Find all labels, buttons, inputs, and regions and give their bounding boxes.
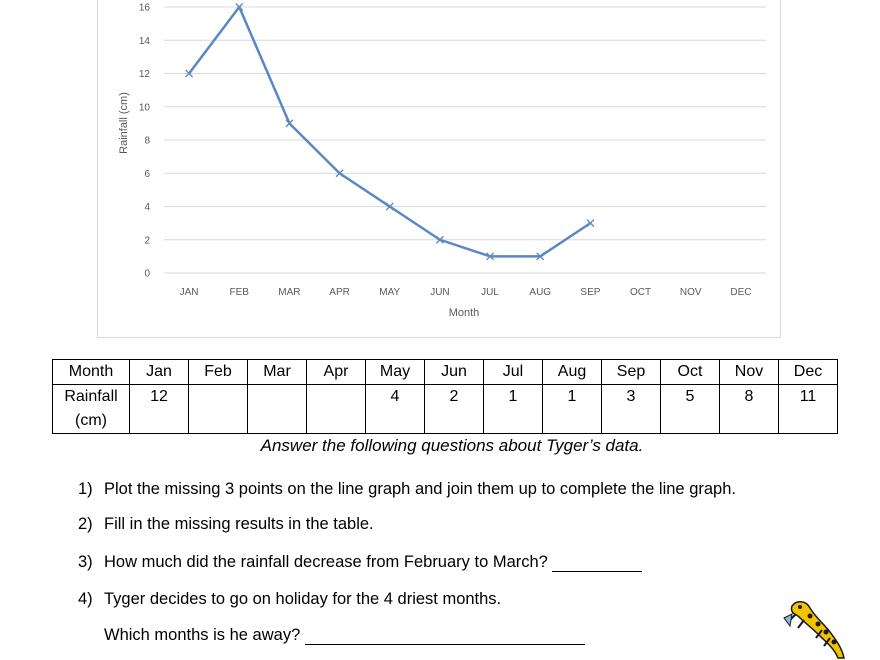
header-cell-mar: Mar	[247, 359, 307, 385]
answer-blank-3[interactable]	[552, 555, 643, 572]
x-tick-label: JUN	[430, 287, 449, 298]
gridlines	[164, 6, 766, 274]
data-point-marker	[185, 69, 194, 78]
rainfall-line	[188, 5, 592, 258]
question-text: Which months is he away?	[104, 626, 301, 644]
y-tick-label: 4	[144, 202, 150, 213]
question-4: 4) Tyger decides to go on holiday for the…	[78, 590, 501, 609]
table-value-row: Rainfall (cm) 12 4 2 1 1 3 5 8 11	[52, 384, 838, 434]
header-cell-may: May	[365, 359, 425, 385]
header-cell-feb: Feb	[188, 359, 248, 385]
y-axis-ticks: 0 2 4 6 8 10 12 14 16	[139, 3, 151, 280]
value-cell-jul: 1	[483, 384, 543, 434]
rainfall-label-line1: Rainfall	[64, 388, 118, 405]
header-cell-oct: Oct	[660, 359, 720, 385]
x-tick-label: DEC	[730, 287, 751, 298]
x-tick-label: NOV	[680, 287, 702, 298]
y-tick-label: 0	[144, 269, 150, 280]
table-header-row: Month Jan Feb Mar Apr May Jun Jul Aug Sep Oct Nov De…	[52, 359, 838, 385]
instructions-heading: Answer the following questions about Tyg…	[260, 436, 644, 455]
question-text: How much did the rainfall decrease from …	[104, 553, 548, 571]
question-number: 1)	[78, 480, 93, 498]
value-cell-feb[interactable]	[188, 384, 248, 434]
data-point-marker	[486, 252, 495, 261]
series-points	[185, 3, 595, 261]
value-cell-mar[interactable]	[247, 384, 307, 434]
value-cell-dec: 11	[778, 384, 838, 434]
value-cell-apr[interactable]	[306, 384, 366, 434]
header-cell-aug: Aug	[542, 359, 602, 385]
rainfall-table: Month Jan Feb Mar Apr May Jun Jul Aug Sep Oct Nov De…	[52, 359, 838, 434]
series-line	[188, 5, 592, 258]
y-tick-label: 12	[139, 69, 151, 80]
data-point-marker	[285, 119, 294, 128]
question-4-followup: Which months is he away?	[104, 626, 585, 645]
x-tick-label: MAY	[379, 287, 400, 298]
y-tick-label: 2	[144, 235, 150, 246]
line-chart-frame: 0 2 4 6 8 10 12 14 16 JAN FEB MAR APR MAY JUN JUL AUG SE…	[97, 0, 781, 338]
value-cell-sep: 3	[601, 384, 661, 434]
header-cell-jul: Jul	[483, 359, 543, 385]
data-point-marker	[586, 219, 595, 228]
rainfall-row-label: Rainfall (cm)	[52, 384, 130, 434]
y-axis-title: Rainfall (cm)	[118, 92, 130, 154]
header-cell-sep: Sep	[601, 359, 661, 385]
rainfall-label-line2: (cm)	[75, 412, 107, 429]
question-2: 2) Fill in the missing results in the tab…	[78, 515, 374, 534]
x-axis-ticks: JAN FEB MAR APR MAY JUN JUL AUG SEP OCT NOV DEC	[180, 287, 752, 298]
salamander-icon	[783, 601, 845, 659]
question-number: 2)	[78, 515, 93, 533]
data-point-marker	[235, 3, 244, 11]
header-cell-dec: Dec	[778, 359, 838, 385]
x-tick-label: JAN	[180, 287, 199, 298]
value-cell-nov: 8	[719, 384, 779, 434]
value-cell-aug: 1	[542, 384, 602, 434]
y-tick-label: 10	[139, 102, 151, 113]
question-1: 1) Plot the missing 3 points on the line …	[78, 480, 736, 499]
question-text: Tyger decides to go on holiday for the 4…	[104, 590, 502, 608]
data-point-marker	[385, 202, 394, 211]
question-text: Fill in the missing results in the table…	[104, 515, 374, 533]
value-cell-jun: 2	[424, 384, 484, 434]
x-tick-label: JUL	[481, 287, 499, 298]
y-tick-label: 6	[144, 169, 150, 180]
x-axis-title: Month	[449, 307, 480, 319]
x-tick-label: APR	[329, 287, 350, 298]
data-point-marker	[536, 252, 545, 261]
value-cell-oct: 5	[660, 384, 720, 434]
answer-blank-4[interactable]	[304, 628, 585, 645]
line-chart: 0 2 4 6 8 10 12 14 16 JAN FEB MAR APR MAY JUN JUL AUG SE…	[118, 3, 766, 319]
x-tick-label: SEP	[580, 287, 600, 298]
y-tick-label: 8	[144, 136, 150, 147]
x-tick-label: MAR	[278, 287, 300, 298]
header-cell-jan: Jan	[129, 359, 189, 385]
x-tick-label: FEB	[230, 287, 250, 298]
x-tick-label: AUG	[529, 287, 551, 298]
y-tick-label: 14	[139, 36, 151, 47]
data-point-marker	[335, 169, 344, 178]
question-number: 3)	[78, 553, 93, 571]
value-cell-may: 4	[365, 384, 425, 434]
header-cell-month: Month	[52, 359, 130, 385]
value-cell-jan: 12	[129, 384, 189, 434]
y-tick-label: 16	[139, 3, 151, 14]
header-cell-nov: Nov	[719, 359, 779, 385]
data-point-marker	[435, 235, 444, 244]
question-3: 3) How much did the rainfall decrease fro…	[78, 553, 643, 572]
header-cell-apr: Apr	[306, 359, 366, 385]
question-number: 4)	[78, 590, 93, 608]
x-tick-label: OCT	[630, 287, 651, 298]
header-cell-jun: Jun	[424, 359, 484, 385]
question-text: Plot the missing 3 points on the line gr…	[104, 480, 736, 498]
